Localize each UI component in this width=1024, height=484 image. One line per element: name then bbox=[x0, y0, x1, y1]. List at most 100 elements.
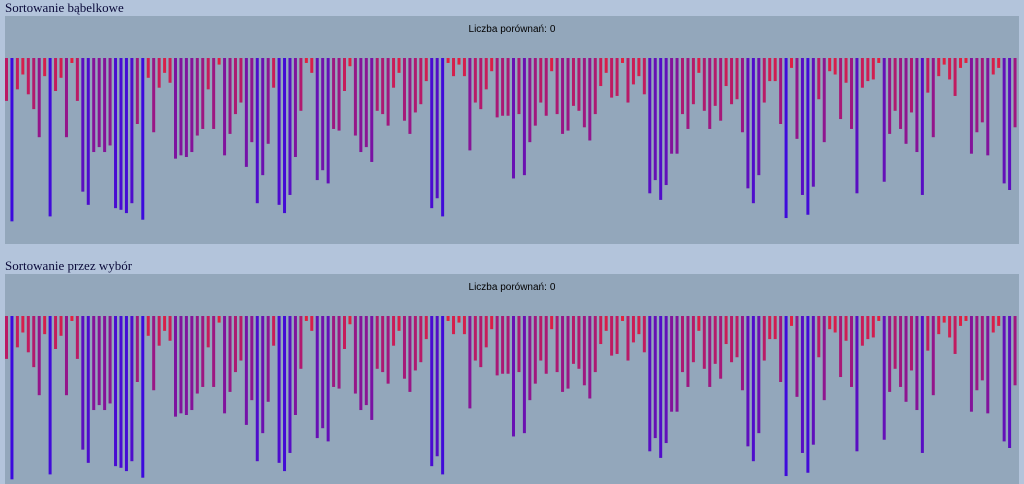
bar-177 bbox=[969, 58, 973, 154]
bar-139 bbox=[762, 316, 766, 361]
bar-166 bbox=[909, 58, 913, 113]
bar-115 bbox=[631, 58, 635, 85]
bar-44 bbox=[244, 58, 248, 167]
bar-38 bbox=[212, 316, 216, 387]
bar-66 bbox=[364, 58, 368, 148]
bar-121 bbox=[664, 58, 668, 186]
bar-8 bbox=[48, 316, 52, 475]
bar-132 bbox=[724, 316, 728, 345]
bar-150 bbox=[822, 316, 826, 401]
bar-171 bbox=[937, 316, 941, 335]
bar-174 bbox=[953, 316, 957, 354]
bar-144 bbox=[790, 316, 794, 326]
bar-104 bbox=[571, 316, 575, 364]
bar-165 bbox=[904, 58, 908, 144]
bar-36 bbox=[201, 316, 205, 387]
bar-118 bbox=[648, 316, 652, 452]
bar-123 bbox=[675, 58, 679, 154]
bar-143 bbox=[784, 316, 788, 477]
bar-77 bbox=[424, 316, 428, 340]
bar-43 bbox=[239, 316, 243, 361]
bar-146 bbox=[800, 58, 804, 195]
bar-58 bbox=[321, 58, 325, 171]
bar-96 bbox=[528, 316, 532, 401]
bar-162 bbox=[888, 58, 892, 134]
bar-48 bbox=[266, 58, 270, 144]
bar-42 bbox=[233, 58, 237, 115]
bar-19 bbox=[108, 58, 112, 146]
bar-21 bbox=[119, 316, 123, 468]
bar-110 bbox=[604, 58, 608, 73]
bar-76 bbox=[419, 316, 423, 363]
bar-7 bbox=[43, 316, 47, 335]
bar-65 bbox=[359, 316, 363, 411]
bar-75 bbox=[413, 316, 417, 371]
bar-90 bbox=[495, 316, 499, 376]
bar-59 bbox=[326, 316, 330, 442]
bar-39 bbox=[217, 58, 221, 65]
selection-sort-panel: Sortowanie przez wybór Liczba porównań: 0 bbox=[0, 258, 1024, 484]
selection-sort-bars bbox=[5, 316, 1017, 480]
bar-106 bbox=[582, 316, 586, 386]
counter-value: 0 bbox=[549, 24, 556, 35]
bar-120 bbox=[659, 58, 663, 200]
bar-27 bbox=[152, 316, 156, 391]
bar-33 bbox=[184, 58, 188, 157]
bar-0 bbox=[5, 58, 8, 101]
bar-70 bbox=[386, 316, 390, 384]
bar-17 bbox=[97, 316, 101, 406]
bar-61 bbox=[337, 316, 341, 389]
bar-101 bbox=[555, 58, 559, 115]
bar-85 bbox=[468, 316, 472, 409]
bar-176 bbox=[964, 316, 968, 321]
bar-87 bbox=[479, 316, 483, 368]
bar-32 bbox=[179, 316, 183, 414]
bar-140 bbox=[768, 316, 772, 340]
bar-167 bbox=[915, 58, 919, 153]
bar-103 bbox=[566, 58, 570, 131]
bar-175 bbox=[959, 58, 963, 68]
bar-30 bbox=[168, 58, 172, 83]
bar-133 bbox=[730, 58, 734, 105]
bar-40 bbox=[223, 58, 227, 156]
bar-145 bbox=[795, 316, 799, 397]
bar-87 bbox=[479, 58, 483, 110]
bar-110 bbox=[604, 316, 608, 331]
bar-155 bbox=[850, 58, 853, 129]
bar-150 bbox=[822, 58, 826, 143]
bar-82 bbox=[452, 316, 456, 335]
bar-149 bbox=[817, 58, 821, 100]
bar-11 bbox=[64, 316, 68, 396]
bar-24 bbox=[135, 58, 139, 124]
bar-73 bbox=[402, 58, 406, 121]
bar-178 bbox=[975, 58, 979, 133]
bar-171 bbox=[937, 58, 941, 77]
bar-71 bbox=[392, 58, 396, 88]
bar-97 bbox=[533, 316, 537, 384]
bar-6 bbox=[37, 58, 41, 138]
bar-131 bbox=[719, 58, 723, 121]
bar-72 bbox=[397, 316, 401, 331]
bar-140 bbox=[768, 58, 772, 82]
bar-107 bbox=[588, 58, 592, 141]
bar-98 bbox=[539, 58, 543, 103]
bar-91 bbox=[501, 58, 505, 116]
bar-25 bbox=[141, 58, 145, 220]
bar-120 bbox=[659, 316, 663, 458]
bar-70 bbox=[386, 58, 390, 126]
bar-65 bbox=[359, 58, 363, 153]
bar-84 bbox=[462, 316, 466, 335]
bar-85 bbox=[468, 58, 472, 151]
bar-83 bbox=[457, 316, 461, 323]
bar-47 bbox=[261, 316, 265, 434]
bar-45 bbox=[250, 316, 254, 401]
bar-122 bbox=[670, 316, 674, 412]
bar-63 bbox=[348, 58, 352, 67]
bar-54 bbox=[299, 316, 303, 369]
bar-15 bbox=[86, 58, 90, 205]
bar-53 bbox=[293, 58, 297, 157]
bar-55 bbox=[304, 316, 308, 321]
bar-128 bbox=[702, 316, 706, 369]
bar-29 bbox=[163, 58, 167, 73]
bar-3 bbox=[21, 58, 25, 75]
